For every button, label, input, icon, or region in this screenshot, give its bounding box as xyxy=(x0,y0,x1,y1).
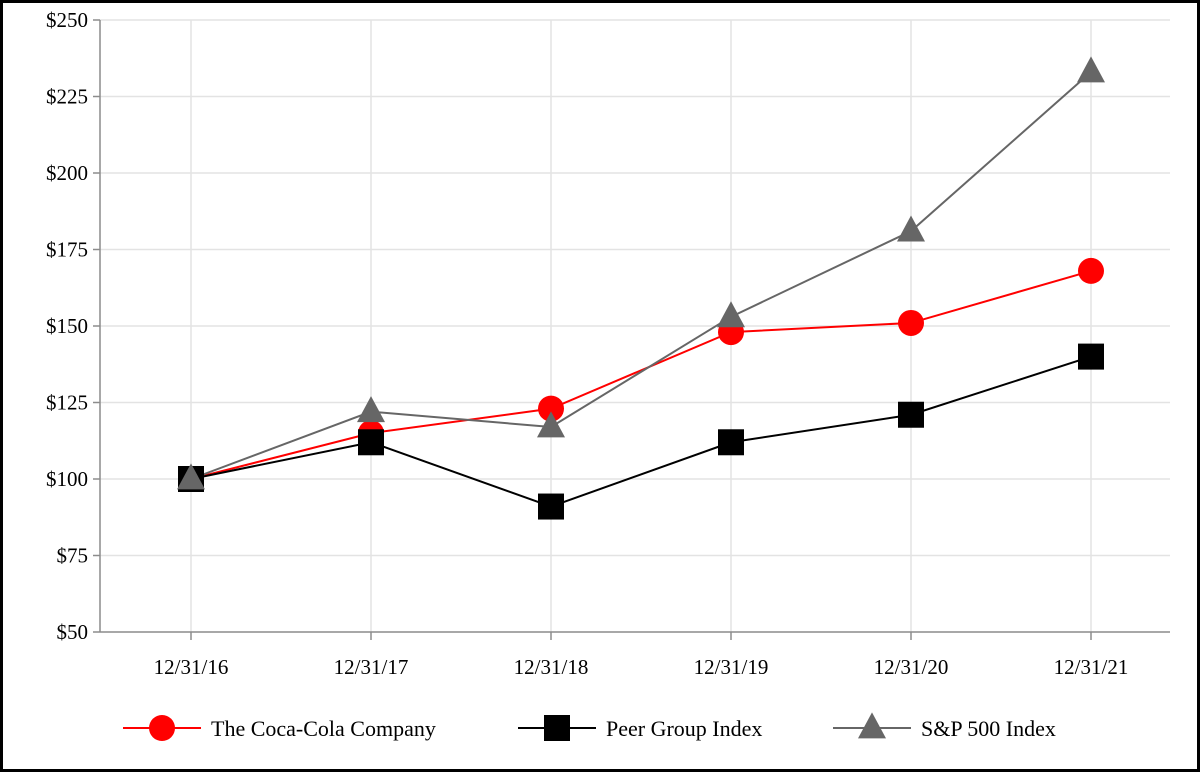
legend-marker-1 xyxy=(544,715,570,741)
series-1-point-1 xyxy=(358,429,384,456)
series-2-point-3 xyxy=(717,301,745,328)
y-tick-label: $250 xyxy=(46,8,88,32)
series-0-point-2 xyxy=(538,395,564,422)
legend-label-0: The Coca-Cola Company xyxy=(211,716,436,741)
series-line-1 xyxy=(190,355,1092,508)
legend-marker-2 xyxy=(858,712,886,739)
series-1-point-4 xyxy=(898,401,924,428)
y-tick-label: $175 xyxy=(46,238,88,262)
series-2-point-4 xyxy=(897,215,925,242)
series-1-point-3 xyxy=(718,429,744,456)
y-tick-label: $50 xyxy=(57,620,89,644)
series-0-point-4 xyxy=(898,309,924,336)
series-1-point-2 xyxy=(538,493,564,520)
y-tick-label: $125 xyxy=(46,391,88,415)
x-tick-label: 12/31/19 xyxy=(694,655,769,679)
y-tick-label: $225 xyxy=(46,85,88,109)
x-tick-label: 12/31/21 xyxy=(1054,655,1129,679)
legend-label-1: Peer Group Index xyxy=(606,716,762,741)
x-tick-label: 12/31/17 xyxy=(334,655,409,679)
series-2-point-5 xyxy=(1077,56,1105,83)
x-tick-label: 12/31/20 xyxy=(874,655,949,679)
series-2-point-0 xyxy=(177,463,205,490)
series-2-point-2 xyxy=(537,411,565,438)
series-2-point-1 xyxy=(357,396,385,423)
x-tick-label: 12/31/18 xyxy=(514,655,589,679)
y-tick-label: $100 xyxy=(46,467,88,491)
legend-label-2: S&P 500 Index xyxy=(921,716,1056,741)
y-tick-label: $150 xyxy=(46,314,88,338)
series-1-point-5 xyxy=(1078,343,1104,370)
legend-marker-0 xyxy=(149,715,175,741)
line-chart: $50 $75 $100 $125 $150 $175 $200 $225 $250 12/31/… xyxy=(46,8,1170,741)
y-tick-label: $75 xyxy=(57,544,89,568)
x-tick-label: 12/31/16 xyxy=(154,655,229,679)
y-tick-label: $200 xyxy=(46,161,88,185)
series-line-2 xyxy=(190,71,1092,480)
series-line-0 xyxy=(190,269,1092,480)
series-0-point-5 xyxy=(1078,257,1104,284)
